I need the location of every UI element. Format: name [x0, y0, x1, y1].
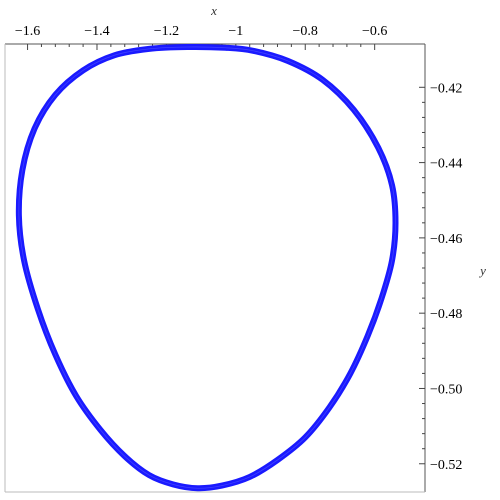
series-line-highlight	[18, 46, 396, 489]
y-tick-label: −0.48	[430, 307, 462, 322]
y-tick-label: −0.50	[430, 382, 462, 397]
series-line	[15, 43, 399, 492]
x-tick-label: −0.6	[362, 24, 387, 39]
x-axis-label: x	[210, 3, 217, 18]
y-axis-label: y	[478, 263, 486, 278]
x-tick-label: −1.6	[15, 24, 40, 39]
y-axis-ticks: −0.42 −0.44 −0.46 −0.48 −0.50 −0.52	[419, 81, 462, 473]
x-tick-label: −1.2	[154, 24, 179, 39]
plot-frame	[4, 43, 426, 493]
y-tick-label: −0.44	[430, 157, 462, 172]
series-layer	[15, 43, 399, 492]
x-tick-label: −0.8	[293, 24, 318, 39]
x-tick-label: −1.4	[84, 24, 109, 39]
y-tick-label: −0.52	[430, 458, 462, 473]
x-tick-label: −1	[228, 24, 243, 39]
y-tick-label: −0.46	[430, 232, 462, 247]
y-tick-label: −0.42	[430, 81, 462, 96]
